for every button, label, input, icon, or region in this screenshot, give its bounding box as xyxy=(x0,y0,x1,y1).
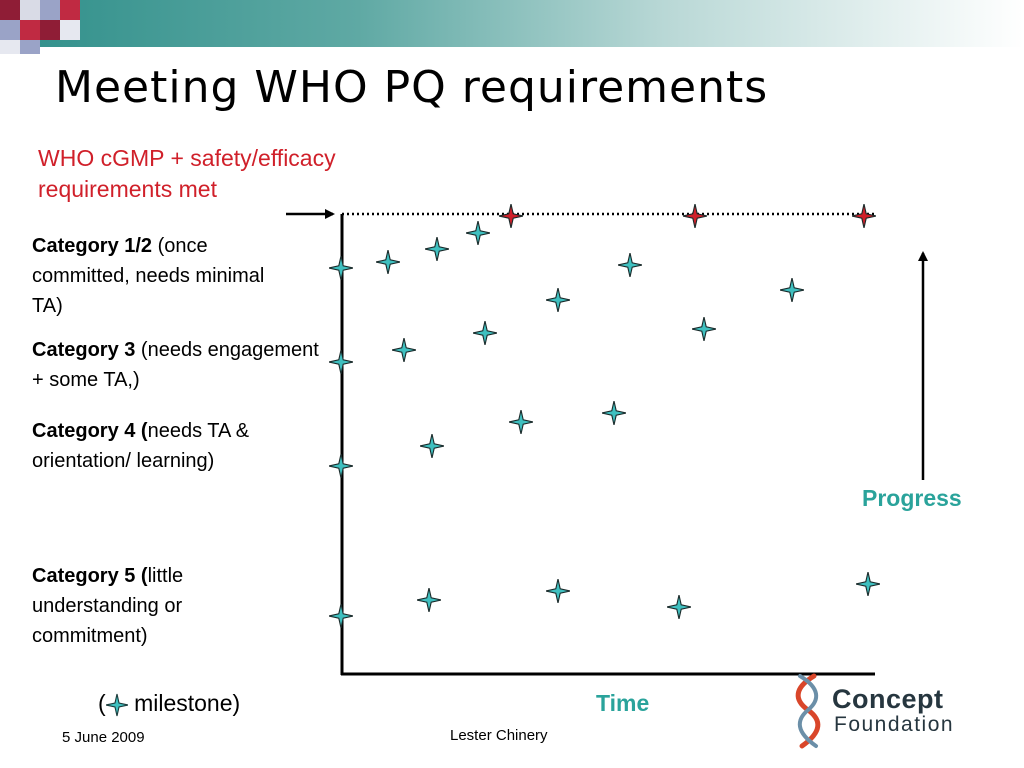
milestone-met-icon xyxy=(852,204,876,228)
category-1-2-name: Category 1/2 xyxy=(32,235,153,257)
footer-date: 5 June 2009 xyxy=(62,729,145,746)
milestone-icon xyxy=(509,410,533,434)
milestone-icon xyxy=(417,588,441,612)
category-3-name: Category 3 xyxy=(32,339,136,361)
milestone-icon xyxy=(329,256,353,280)
milestone-icon xyxy=(420,434,444,458)
milestone-legend: ( milestone) xyxy=(98,690,240,718)
four-point-star-icon xyxy=(105,693,128,717)
category-4-description: needs TA & orientation/ learning) xyxy=(32,420,250,472)
milestone-icon xyxy=(856,572,880,596)
milestone-met-icon xyxy=(683,204,707,228)
checker-logo-icon xyxy=(0,0,84,56)
header-banner xyxy=(0,0,1024,48)
category-4-label: Category 4 (needs TA & orientation/ lear… xyxy=(32,416,267,476)
footer-author: Lester Chinery xyxy=(450,727,548,744)
category-4-name: Category 4 ( xyxy=(32,420,148,442)
category-5-description: little understanding or commitment) xyxy=(32,565,184,647)
category-5-label: Category 5 (little understanding or comm… xyxy=(32,561,237,651)
category-5-name: Category 5 ( xyxy=(32,565,148,587)
milestone-icons xyxy=(329,204,880,628)
milestone-icon xyxy=(546,579,570,603)
milestone-icon xyxy=(392,338,416,362)
milestone-icon xyxy=(425,237,449,261)
milestone-met-icon xyxy=(499,204,523,228)
milestone-icon xyxy=(329,454,353,478)
milestone-icon xyxy=(329,604,353,628)
legend-text: milestone) xyxy=(134,690,241,716)
progress-label: Progress xyxy=(862,485,962,511)
milestone-icon xyxy=(376,250,400,274)
milestone-icon xyxy=(667,595,691,619)
category-3-label: Category 3 (needs engagement + some TA,) xyxy=(32,335,332,395)
milestone-icon xyxy=(329,350,353,374)
dna-helix-icon xyxy=(795,673,821,749)
milestone-icon xyxy=(602,401,626,425)
category-1-2-description: (once committed, needs minimal TA) xyxy=(32,235,265,317)
milestone-icon xyxy=(618,253,642,277)
slide-title: Meeting WHO PQ requirements xyxy=(55,62,769,113)
header-divider xyxy=(0,47,1024,49)
category-3-description: (needs engagement + some TA,) xyxy=(32,339,319,391)
concept-foundation-logo: Concept Foundation xyxy=(792,672,982,752)
logo-line1: Concept xyxy=(832,684,944,714)
milestone-icon xyxy=(473,321,497,345)
legend-open-paren: ( xyxy=(98,690,106,716)
milestone-icon xyxy=(546,288,570,312)
milestone-icon xyxy=(466,221,490,245)
milestone-icon xyxy=(780,278,804,302)
category-1-2-label: Category 1/2 (once committed, needs mini… xyxy=(32,231,272,321)
who-requirements-label: WHO cGMP + safety/efficacy requirements … xyxy=(38,145,336,202)
milestone-icon xyxy=(692,317,716,341)
logo-line2: Foundation xyxy=(834,713,955,736)
time-label: Time xyxy=(596,690,650,716)
